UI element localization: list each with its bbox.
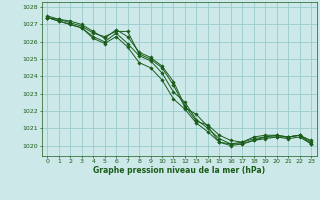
X-axis label: Graphe pression niveau de la mer (hPa): Graphe pression niveau de la mer (hPa): [93, 166, 265, 175]
